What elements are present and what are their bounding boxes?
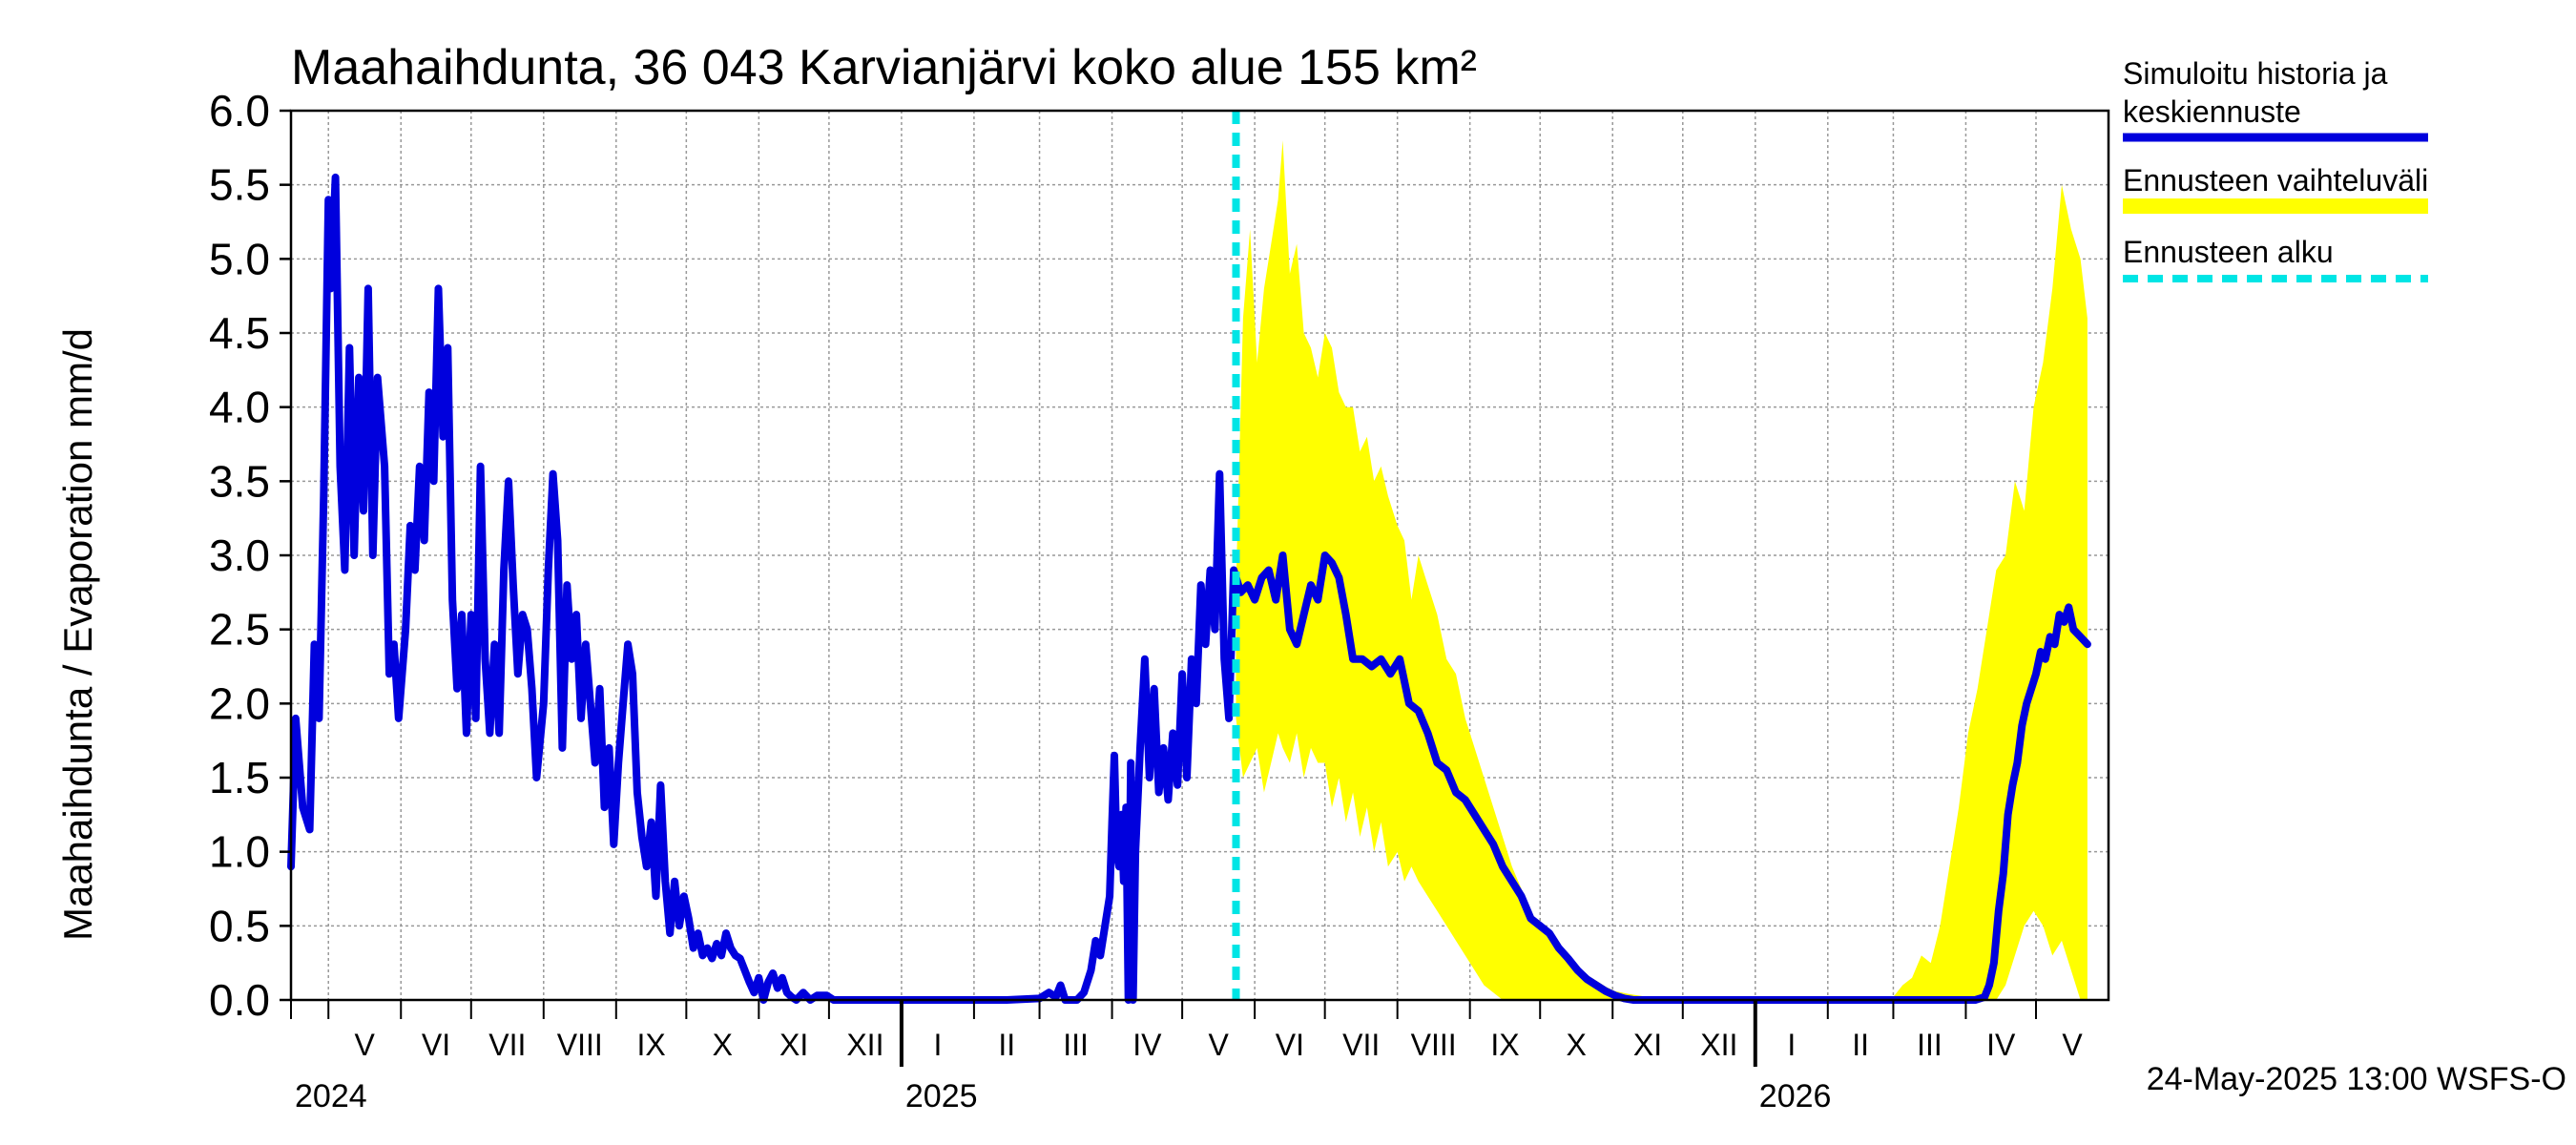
legend-label-simulated-2: keskiennuste bbox=[2123, 94, 2301, 129]
x-month-label: XII bbox=[1700, 1028, 1737, 1062]
grid bbox=[291, 111, 2109, 1000]
x-month-label: VII bbox=[488, 1028, 526, 1062]
x-month-label: VI bbox=[1276, 1028, 1304, 1062]
x-month-label: V bbox=[355, 1028, 376, 1062]
x-month-label: VIII bbox=[557, 1028, 603, 1062]
x-month-label: XII bbox=[846, 1028, 883, 1062]
x-month-label: VII bbox=[1342, 1028, 1380, 1062]
x-axis-ticks: V VI VII VIII IX X XI XII I II III IV V VI VII VIII IX X X… bbox=[290, 1000, 2083, 1114]
legend-label-range: Ennusteen vaihteluväli bbox=[2123, 163, 2428, 198]
y-tick-label: 1.0 bbox=[209, 827, 270, 877]
x-month-label: II bbox=[998, 1028, 1015, 1062]
y-axis-ticks: 0.0 0.5 1.0 1.5 2.0 2.5 3.0 3.5 4.0 4.5 5.0 5.5 6.0 bbox=[209, 86, 291, 1025]
x-month-label: IX bbox=[1490, 1028, 1519, 1062]
x-month-label: XI bbox=[1633, 1028, 1662, 1062]
forecast-range-band bbox=[1236, 140, 2088, 1001]
y-tick-label: 2.5 bbox=[209, 605, 270, 655]
x-month-label: I bbox=[933, 1028, 942, 1062]
x-month-label: V bbox=[2062, 1028, 2083, 1062]
y-axis-label: Maahaihdunta / Evaporation mm/d bbox=[55, 328, 100, 941]
plot-frame bbox=[289, 109, 2110, 1002]
x-month-label: X bbox=[713, 1028, 733, 1062]
simulated-series-line bbox=[287, 173, 2091, 1004]
x-month-label: I bbox=[1787, 1028, 1796, 1062]
x-month-label: III bbox=[1063, 1028, 1089, 1062]
y-tick-label: 0.0 bbox=[209, 975, 270, 1025]
legend: Simuloitu historia ja keskiennuste Ennus… bbox=[2123, 56, 2428, 282]
x-month-label: III bbox=[1917, 1028, 1942, 1062]
x-month-label: V bbox=[1208, 1028, 1229, 1062]
y-tick-label: 0.5 bbox=[209, 901, 270, 950]
chart-title: Maahaihdunta, 36 043 Karvianjärvi koko a… bbox=[291, 40, 1477, 95]
simulated-line-layer bbox=[287, 173, 2091, 1004]
y-tick-label: 6.0 bbox=[209, 86, 270, 135]
y-tick-label: 4.0 bbox=[209, 383, 270, 432]
y-tick-label: 3.5 bbox=[209, 456, 270, 506]
forecast-range-area bbox=[1236, 140, 2088, 1001]
x-month-label: VI bbox=[422, 1028, 450, 1062]
y-tick-label: 1.5 bbox=[209, 753, 270, 802]
x-month-label: IV bbox=[1132, 1028, 1162, 1062]
x-month-label: XI bbox=[779, 1028, 808, 1062]
x-year-label: 2025 bbox=[905, 1078, 978, 1114]
legend-label-forecast-start: Ennusteen alku bbox=[2123, 235, 2334, 269]
x-month-label: X bbox=[1567, 1028, 1587, 1062]
x-month-label: VIII bbox=[1411, 1028, 1457, 1062]
x-year-label: 2024 bbox=[295, 1078, 367, 1114]
y-tick-label: 5.0 bbox=[209, 234, 270, 283]
legend-label-simulated-1: Simuloitu historia ja bbox=[2123, 56, 2388, 91]
x-month-label: IV bbox=[1986, 1028, 2016, 1062]
x-month-label: II bbox=[1852, 1028, 1869, 1062]
y-tick-label: 3.0 bbox=[209, 531, 270, 580]
y-tick-label: 4.5 bbox=[209, 308, 270, 358]
y-tick-label: 2.0 bbox=[209, 678, 270, 728]
footer-timestamp: 24-May-2025 13:00 WSFS-O bbox=[2147, 1061, 2566, 1097]
x-month-label: IX bbox=[636, 1028, 665, 1062]
x-year-label: 2026 bbox=[1759, 1078, 1832, 1114]
y-tick-label: 5.5 bbox=[209, 160, 270, 210]
